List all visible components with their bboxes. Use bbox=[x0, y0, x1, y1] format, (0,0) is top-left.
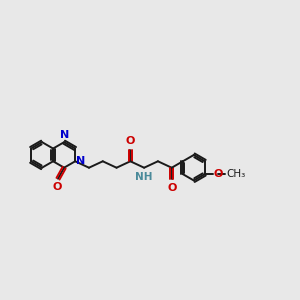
Text: O: O bbox=[126, 136, 135, 146]
Text: O: O bbox=[52, 182, 62, 192]
Text: O: O bbox=[213, 169, 223, 179]
Text: CH₃: CH₃ bbox=[226, 169, 245, 179]
Text: N: N bbox=[76, 156, 86, 166]
Text: NH: NH bbox=[135, 172, 153, 182]
Text: O: O bbox=[167, 183, 176, 193]
Text: N: N bbox=[59, 130, 69, 140]
